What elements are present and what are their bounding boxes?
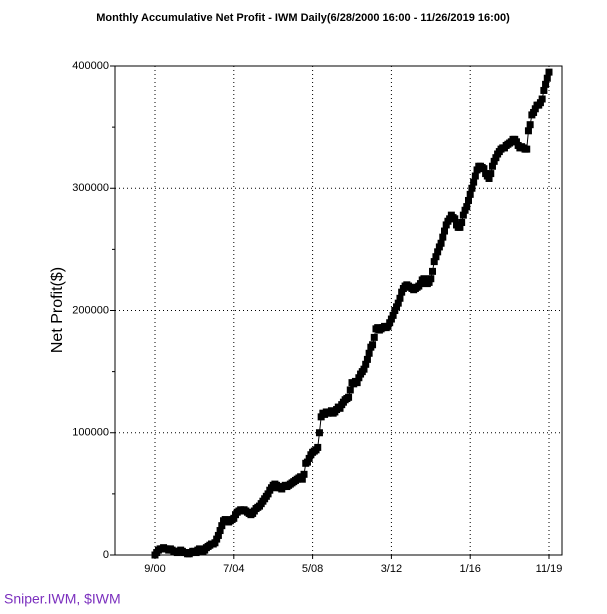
point-marker (530, 108, 538, 116)
x-tick-label: 9/00 (144, 563, 165, 575)
point-marker (473, 166, 481, 174)
point-marker (531, 105, 539, 113)
point-marker (435, 243, 443, 251)
point-marker (488, 162, 496, 170)
point-marker (213, 535, 221, 543)
point-marker (490, 157, 498, 165)
point-marker (526, 121, 534, 129)
point-marker (355, 374, 363, 382)
point-marker (365, 349, 373, 357)
y-tick-label: 100000 (72, 427, 109, 439)
point-marker (427, 275, 435, 283)
point-marker (466, 190, 474, 198)
point-marker (216, 527, 224, 535)
y-tick-label: 400000 (72, 60, 109, 72)
point-marker (360, 365, 368, 373)
chart-title: Monthly Accumulative Net Profit - IWM Da… (96, 12, 510, 24)
x-tick-label: 1/16 (459, 563, 480, 575)
point-marker (524, 127, 532, 135)
point-marker (363, 355, 371, 363)
point-marker (391, 307, 399, 314)
x-tick-label: 11/19 (536, 563, 563, 575)
point-marker (471, 172, 479, 180)
point-marker (468, 184, 476, 192)
point-marker (346, 386, 354, 394)
point-marker (459, 211, 467, 219)
point-marker (432, 253, 440, 261)
point-marker (298, 475, 306, 483)
point-marker (480, 165, 488, 173)
x-tick-label: 3/12 (381, 563, 402, 575)
point-marker (538, 95, 546, 103)
y-tick-label: 0 (103, 549, 109, 561)
footnote: Sniper.IWM, $IWM (4, 591, 121, 607)
point-marker (369, 341, 377, 349)
point-marker (492, 154, 500, 162)
point-marker (303, 458, 311, 466)
point-marker (523, 145, 531, 153)
point-marker (214, 531, 222, 539)
x-tick-label: 5/08 (302, 563, 323, 575)
point-marker (398, 288, 406, 296)
point-marker (430, 258, 438, 266)
point-marker (536, 99, 544, 107)
point-marker (542, 80, 550, 88)
point-marker (543, 74, 551, 82)
point-marker (540, 86, 548, 94)
point-marker (336, 404, 344, 412)
point-marker (345, 393, 353, 401)
point-marker (425, 278, 433, 286)
point-marker (434, 248, 442, 256)
point-marker (230, 514, 238, 522)
point-marker (211, 539, 219, 547)
point-marker (437, 239, 445, 247)
point-marker (353, 379, 361, 387)
point-marker (512, 138, 520, 146)
y-axis-label: Net Profit($) (49, 267, 66, 353)
point-marker (439, 233, 447, 241)
point-marker (394, 299, 402, 307)
point-marker (463, 203, 471, 211)
point-marker (451, 215, 459, 223)
point-marker (464, 196, 472, 204)
point-marker (417, 280, 425, 288)
plot-frame (114, 65, 563, 556)
point-marker (300, 470, 308, 478)
point-marker (456, 223, 464, 231)
x-tick-label: 7/04 (223, 563, 244, 575)
point-marker (305, 454, 313, 462)
point-marker (315, 429, 323, 437)
point-marker (384, 322, 392, 330)
y-tick-label: 200000 (72, 304, 109, 316)
point-marker (458, 218, 466, 226)
point-marker (545, 68, 553, 76)
y-tick-label: 300000 (72, 182, 109, 194)
point-marker (387, 315, 395, 323)
point-marker (370, 333, 378, 341)
point-marker (264, 490, 272, 498)
point-marker (386, 319, 394, 327)
point-marker (441, 227, 449, 235)
profit-line (154, 71, 550, 556)
point-marker (393, 303, 401, 311)
point-marker (461, 206, 469, 214)
point-marker (218, 522, 226, 530)
point-marker (470, 178, 478, 186)
point-marker (362, 360, 370, 368)
point-marker (396, 294, 404, 302)
point-marker (429, 267, 437, 275)
point-marker (442, 221, 450, 229)
point-marker (485, 174, 493, 182)
point-marker (314, 443, 322, 451)
point-marker (389, 311, 397, 319)
point-marker (487, 170, 495, 178)
